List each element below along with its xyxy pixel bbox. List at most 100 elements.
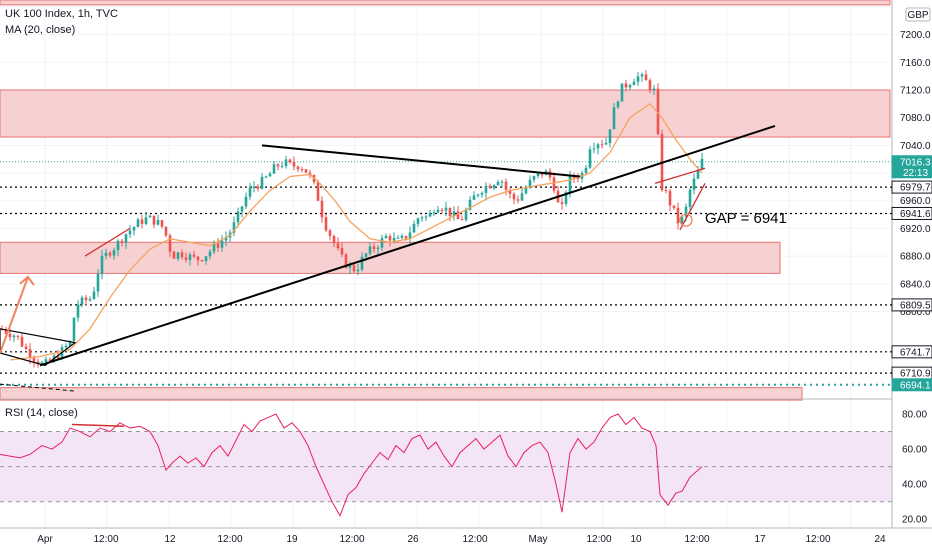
candle-body — [288, 159, 292, 163]
candle-body — [468, 199, 472, 210]
candle-body — [148, 215, 152, 218]
candle-body — [172, 251, 176, 259]
candle-body — [424, 216, 428, 218]
price-tag[interactable] — [891, 298, 932, 312]
price-tag[interactable] — [891, 206, 932, 220]
trendline[interactable] — [0, 383, 76, 392]
time-tick-label: 26 — [407, 534, 419, 545]
trendline[interactable] — [39, 125, 776, 367]
candle-body — [584, 167, 588, 174]
candle-body — [200, 260, 204, 262]
candle-body — [48, 359, 52, 361]
time-tick-label: 12:00 — [586, 534, 611, 545]
candle-body — [352, 265, 356, 272]
candle-body — [568, 175, 572, 193]
candle-body — [192, 254, 196, 257]
candle-body — [432, 212, 436, 214]
resistance-zone[interactable] — [0, 89, 891, 138]
candle-body — [392, 238, 396, 241]
candle-body — [528, 179, 532, 188]
price-tag[interactable] — [891, 345, 932, 359]
candle-body — [500, 181, 504, 183]
time-tick-label: 12:00 — [339, 534, 364, 545]
divergence-line-price[interactable] — [679, 183, 706, 231]
candle-body — [324, 217, 328, 231]
price-tick-label: 6920.0 — [900, 224, 931, 235]
candle-body — [272, 164, 276, 174]
divergence-line-rsi[interactable] — [71, 423, 125, 428]
price-tag[interactable] — [891, 180, 932, 194]
candle-body — [260, 176, 264, 189]
candle-body — [624, 83, 628, 88]
candle-body — [524, 187, 528, 194]
candle-body — [292, 162, 296, 167]
candle-body — [348, 265, 352, 268]
candle-body — [344, 254, 348, 268]
candle-body — [92, 291, 96, 299]
candle-body — [552, 177, 556, 191]
candle-body — [340, 248, 344, 255]
candle-body — [532, 176, 536, 180]
breakout-arrow[interactable] — [0, 276, 29, 354]
candle-body — [136, 219, 140, 227]
divergence-line-price[interactable] — [654, 167, 706, 185]
candle-body — [32, 358, 36, 362]
price-tag-countdown: 22:13 — [903, 168, 928, 179]
divergence-line-price[interactable] — [84, 227, 131, 257]
candle-body — [104, 252, 108, 256]
candle-body — [576, 178, 580, 180]
price-tag-value: 6979.7 — [900, 183, 931, 194]
time-tick-label: 19 — [286, 534, 298, 545]
price-tag-value: 6809.5 — [900, 300, 931, 311]
candle-body — [8, 333, 12, 338]
gap-annotation[interactable]: GAP = 6941 — [705, 210, 787, 227]
candle-body — [268, 173, 272, 177]
candle-body — [296, 166, 300, 170]
candle-body — [20, 336, 24, 347]
candle-body — [40, 362, 44, 365]
price-tick-label: 6800.0 — [900, 307, 931, 318]
candle-body — [232, 222, 236, 233]
candle-body — [652, 88, 656, 91]
candle-body — [236, 211, 240, 223]
wedge-pattern[interactable] — [0, 328, 77, 367]
candle-body — [672, 205, 676, 208]
candle-body — [428, 213, 432, 217]
candle-body — [16, 335, 20, 337]
candle-body — [208, 251, 212, 257]
candle-body — [372, 246, 376, 250]
candle-body — [100, 255, 104, 274]
candle-body — [560, 202, 564, 205]
candle-body — [504, 181, 508, 190]
candle-body — [668, 190, 672, 206]
candle-body — [256, 186, 260, 189]
candle-body — [464, 209, 468, 220]
time-tick-label: 12:00 — [93, 534, 118, 545]
candle-body — [696, 169, 700, 179]
candle-body — [56, 355, 60, 359]
candle-body — [400, 235, 404, 238]
gap-marker-circle[interactable] — [679, 213, 693, 227]
price-tick-label: 6960.0 — [900, 196, 931, 207]
candle-body — [240, 206, 244, 212]
resistance-zone[interactable] — [0, 0, 891, 6]
candle-body — [488, 185, 492, 189]
moving-average-line — [9, 102, 703, 361]
candle-body — [152, 215, 156, 225]
candle-body — [76, 304, 80, 318]
candle-body — [604, 142, 608, 145]
trendline[interactable] — [261, 144, 581, 178]
candle-body — [508, 189, 512, 194]
price-tag-value: 6710.9 — [900, 369, 931, 380]
time-tick-label: 12 — [164, 534, 176, 545]
rsi-tick-label: 80.00 — [902, 410, 927, 421]
price-tag[interactable] — [891, 378, 932, 392]
resistance-zone[interactable] — [0, 387, 803, 401]
price-tag[interactable] — [891, 155, 932, 179]
candle-body — [608, 129, 612, 143]
candle-body — [24, 346, 28, 349]
candle-body — [108, 252, 112, 256]
candle-body — [68, 341, 72, 346]
currency-badge[interactable] — [905, 7, 931, 22]
